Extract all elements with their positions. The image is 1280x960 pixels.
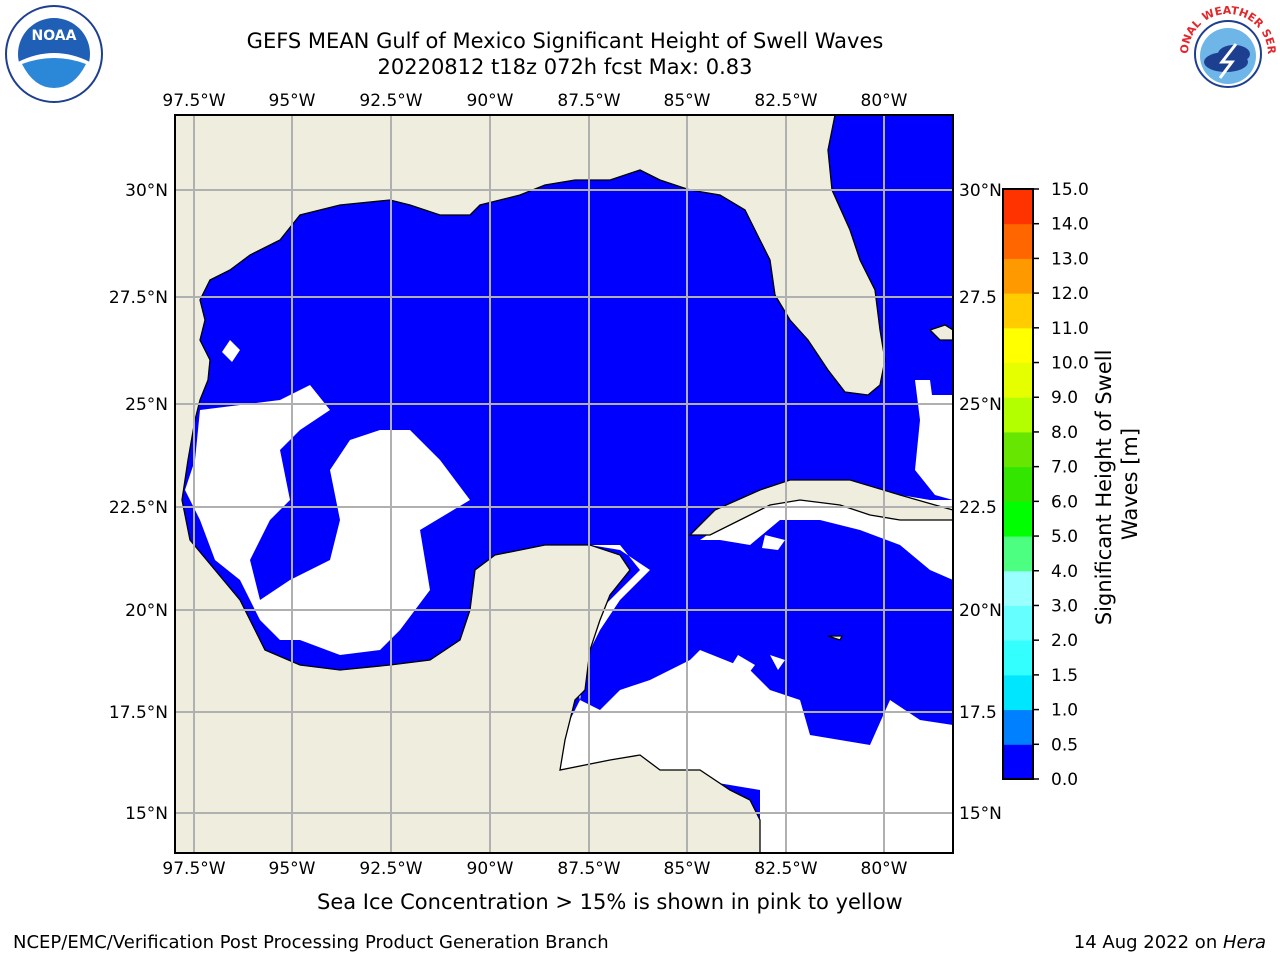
colorbar-segment [1003, 674, 1033, 711]
colorbar-label: Significant Height of Swell Waves [m] [1092, 343, 1142, 625]
colorbar-tick-label: 3.0 [1051, 596, 1078, 616]
colorbar-tick-label: 15.0 [1051, 180, 1089, 200]
colorbar-segment [1003, 327, 1033, 364]
left-lat-tick: 30°N [125, 181, 168, 201]
colorbar-segment [1003, 640, 1033, 676]
colorbar-segment [1003, 501, 1033, 537]
colorbar-tick-label: 1.0 [1051, 701, 1078, 721]
colorbar-tick-label: 2.0 [1051, 631, 1078, 651]
nws-logo-icon: NATIONAL WEATHER SERVICE [1178, 4, 1278, 100]
left-lat-tick: 20°N [125, 601, 168, 621]
colorbar-tick-label: 9.0 [1051, 388, 1078, 408]
colorbar-segment [1003, 466, 1033, 502]
left-lat-tick: 15°N [125, 804, 168, 824]
colorbar-tick-label: 4.0 [1051, 562, 1078, 582]
map-frame [174, 114, 954, 854]
colorbar-tick-label: 0.5 [1051, 735, 1078, 755]
right-lat-tick: 25°N [959, 395, 1002, 415]
top-lon-tick: 80°W [861, 91, 908, 111]
bottom-lon-tick: 85°W [664, 859, 711, 879]
colorbar-segment [1003, 258, 1033, 294]
colorbar-tick-label: 13.0 [1051, 249, 1089, 269]
top-lon-tick: 90°W [467, 91, 514, 111]
left-lat-tick: 25°N [125, 395, 168, 415]
top-lon-tick: 97.5°W [162, 91, 225, 111]
left-lat-tick: 27.5°N [109, 288, 168, 308]
bottom-lon-tick: 95°W [269, 859, 316, 879]
colorbar-segment [1003, 744, 1033, 780]
left-lat-tick: 17.5°N [109, 703, 168, 723]
right-lat-tick: 17.5 [959, 703, 997, 723]
colorbar-tick-label: 6.0 [1051, 492, 1078, 512]
top-lon-tick: 82.5°W [754, 91, 817, 111]
bottom-lon-tick: 92.5°W [359, 859, 422, 879]
colorbar-tick-label: 1.5 [1051, 666, 1078, 686]
footer-date-text: 14 Aug 2022 on [1073, 932, 1223, 953]
right-lat-tick: 20°N [959, 601, 1002, 621]
noaa-logo-text: NOAA [32, 28, 77, 44]
footer-host: Hera [1222, 932, 1266, 953]
colorbar-segment [1003, 293, 1033, 329]
left-lat-tick: 22.5°N [109, 498, 168, 518]
chart-title: GEFS MEAN Gulf of Mexico Significant Hei… [246, 29, 884, 53]
colorbar-segment [1003, 397, 1033, 433]
bottom-lon-tick: 87.5°W [557, 859, 620, 879]
right-lat-tick: 22.5 [959, 498, 997, 518]
footer-credit: NCEP/EMC/Verification Post Processing Pr… [13, 932, 609, 953]
colorbar-tick-label: 7.0 [1051, 458, 1078, 478]
right-lat-tick: 15°N [959, 804, 1002, 824]
colorbar-tick-label: 12.0 [1051, 284, 1089, 304]
colorbar-segment [1003, 431, 1033, 468]
colorbar-segment [1003, 605, 1033, 641]
colorbar-segment [1003, 709, 1033, 745]
noaa-logo-icon: NOAA [5, 5, 103, 103]
footer-date: 14 Aug 2022 on Hera [1074, 932, 1266, 953]
colorbar-ticks: 0.0 0.5 1.0 1.5 2.0 3.0 4.0 5.0 6.0 7.0 8.0 9.0 10.0… [1033, 180, 1089, 790]
colorbar-segment [1003, 223, 1033, 259]
top-lon-tick: 95°W [269, 91, 316, 111]
colorbar-tick-label: 5.0 [1051, 527, 1078, 547]
bottom-lon-tick: 82.5°W [754, 859, 817, 879]
right-lat-tick: 30°N [959, 181, 1002, 201]
colorbar-segment [1003, 536, 1033, 572]
top-lon-tick: 92.5°W [359, 91, 422, 111]
chart-subtitle: 20220812 t18z 072h fcst Max: 0.83 [377, 55, 753, 79]
colorbar-segment [1003, 189, 1033, 225]
top-lon-tick: 87.5°W [557, 91, 620, 111]
colorbar-segment [1003, 570, 1033, 606]
colorbar [1003, 189, 1033, 780]
colorbar-frame [1002, 188, 1034, 780]
right-lat-tick: 27.5 [959, 288, 997, 308]
top-lon-tick: 85°W [664, 91, 711, 111]
graticule [175, 115, 953, 853]
colorbar-tick-label: 0.0 [1051, 770, 1078, 790]
bottom-lon-tick: 80°W [861, 859, 908, 879]
colorbar-tick-label: 11.0 [1051, 319, 1089, 339]
bottom-lon-tick: 90°W [467, 859, 514, 879]
colorbar-tick-label: 14.0 [1051, 215, 1089, 235]
colorbar-segment [1003, 362, 1033, 398]
bottom-lon-tick: 97.5°W [162, 859, 225, 879]
colorbar-tick-label: 10.0 [1051, 354, 1089, 374]
sea-ice-caption: Sea Ice Concentration > 15% is shown in … [317, 890, 903, 914]
colorbar-tick-label: 8.0 [1051, 423, 1078, 443]
